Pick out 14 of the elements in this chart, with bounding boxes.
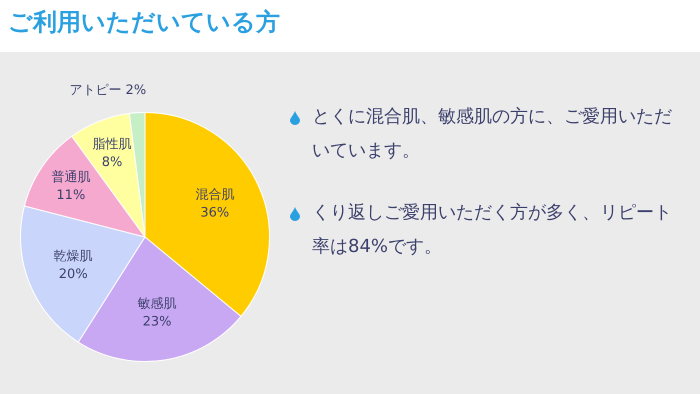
slice-label: アトピー 2% <box>69 83 146 98</box>
chart-title: ご利用いただいている方 <box>8 7 280 38</box>
data-label: 20% <box>58 266 88 282</box>
slice-label: 脂性肌 <box>92 137 132 152</box>
data-label: 8% <box>102 155 122 170</box>
text: くり返しご愛用いただく方が多く、リピート率は84%です。 <box>312 202 672 257</box>
slice-label: 乾燥肌 <box>54 248 93 264</box>
data-label: 11% <box>56 188 86 203</box>
slice-label: 敏感肌 <box>138 296 177 312</box>
data-label: 36% <box>200 206 230 221</box>
text: とくに混合肌、敏感肌の方に、ご愛用いただいています。 <box>312 106 672 161</box>
slice-label: 普通肌 <box>51 168 90 185</box>
slice-label: 混合肌 <box>195 188 234 203</box>
data-label: 23% <box>142 314 172 330</box>
